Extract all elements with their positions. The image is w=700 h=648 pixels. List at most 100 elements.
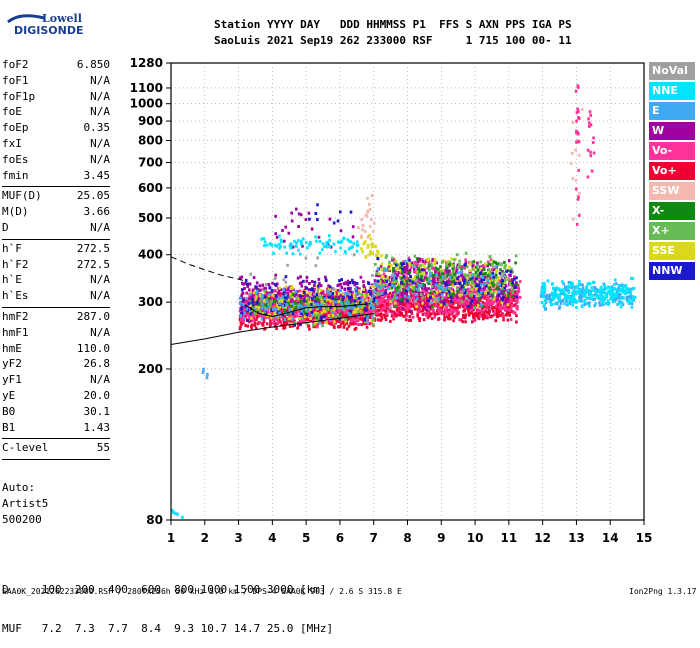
echo-point xyxy=(328,314,331,317)
echo-point xyxy=(461,285,464,288)
echo-point xyxy=(515,321,518,324)
echo-point xyxy=(356,323,359,326)
echo-point xyxy=(352,225,355,228)
echo-point xyxy=(446,267,449,270)
echo-point xyxy=(496,299,499,302)
echo-point xyxy=(339,210,342,213)
echo-point xyxy=(316,218,319,221)
echo-point xyxy=(450,257,453,260)
echo-point xyxy=(337,220,340,223)
echo-point xyxy=(295,302,298,305)
echo-point xyxy=(475,277,478,280)
echo-point xyxy=(425,288,428,291)
echo-point xyxy=(370,243,373,246)
echo-point xyxy=(308,328,311,331)
echo-point xyxy=(355,297,358,300)
echo-point xyxy=(506,311,509,314)
echo-point xyxy=(420,276,423,279)
echo-point xyxy=(329,285,332,288)
echo-point xyxy=(374,245,377,248)
echo-point xyxy=(382,285,385,288)
echo-point xyxy=(490,301,493,304)
echo-point xyxy=(312,324,315,327)
echo-point xyxy=(316,316,319,319)
echo-point xyxy=(456,253,459,256)
echo-point xyxy=(332,297,335,300)
echo-point xyxy=(432,280,435,283)
echo-point xyxy=(479,315,482,318)
echo-point xyxy=(452,319,455,322)
echo-point xyxy=(381,292,384,295)
echo-point xyxy=(443,296,446,299)
echo-point xyxy=(285,294,288,297)
echo-point xyxy=(344,314,347,317)
echo-point xyxy=(355,327,358,330)
echo-point xyxy=(413,286,416,289)
echo-point xyxy=(487,292,490,295)
echo-point xyxy=(435,313,438,316)
echo-point xyxy=(470,302,473,305)
echo-point xyxy=(444,281,447,284)
echo-point xyxy=(405,276,408,279)
echo-point xyxy=(334,301,337,304)
echo-point xyxy=(356,282,359,285)
echo-point xyxy=(268,283,271,286)
echo-point xyxy=(440,309,443,312)
echo-point xyxy=(240,307,243,310)
echo-point xyxy=(261,303,264,306)
echo-point xyxy=(384,303,387,306)
echo-point xyxy=(515,307,518,310)
echo-point xyxy=(396,311,399,314)
echo-point xyxy=(284,300,287,303)
echo-point xyxy=(468,281,471,284)
echo-point xyxy=(240,321,243,324)
echo-point xyxy=(488,302,491,305)
echo-point xyxy=(420,293,423,296)
echo-point xyxy=(463,289,466,292)
echo-point xyxy=(311,297,314,300)
echo-point xyxy=(341,321,344,324)
echo-point xyxy=(359,323,362,326)
echo-point xyxy=(361,298,364,301)
echo-point xyxy=(282,288,285,291)
echo-point xyxy=(502,318,505,321)
echo-point xyxy=(321,316,324,319)
echo-point xyxy=(441,272,444,275)
echo-point xyxy=(308,212,311,215)
echo-point xyxy=(266,322,269,325)
echo-point xyxy=(347,301,350,304)
echo-point xyxy=(241,282,244,285)
echo-point xyxy=(432,274,435,277)
echo-point xyxy=(491,314,494,317)
echo-point xyxy=(274,300,277,303)
echo-point xyxy=(507,319,510,322)
echo-point xyxy=(415,305,418,308)
echo-point xyxy=(466,277,469,280)
echo-point xyxy=(435,267,438,270)
echo-point xyxy=(423,306,426,309)
echo-point xyxy=(341,298,344,301)
echo-point xyxy=(406,314,409,317)
echo-point xyxy=(247,325,250,328)
echo-point xyxy=(401,268,404,271)
echo-points xyxy=(171,84,636,519)
echo-point xyxy=(291,318,294,321)
echo-point xyxy=(481,310,484,313)
echo-point xyxy=(414,265,417,268)
echo-point xyxy=(302,280,305,283)
echo-point xyxy=(505,270,508,273)
echo-point xyxy=(358,297,361,300)
echo-point xyxy=(376,302,379,305)
echo-point xyxy=(292,303,295,306)
echo-point xyxy=(295,290,298,293)
echo-point xyxy=(388,268,391,271)
echo-point xyxy=(453,273,456,276)
echo-point xyxy=(400,302,403,305)
echo-point xyxy=(400,298,403,301)
echo-point xyxy=(333,325,336,328)
echo-point xyxy=(376,272,379,275)
echo-point xyxy=(502,296,505,299)
echo-point xyxy=(256,290,259,293)
echo-point xyxy=(508,259,511,262)
echo-point xyxy=(502,314,505,317)
